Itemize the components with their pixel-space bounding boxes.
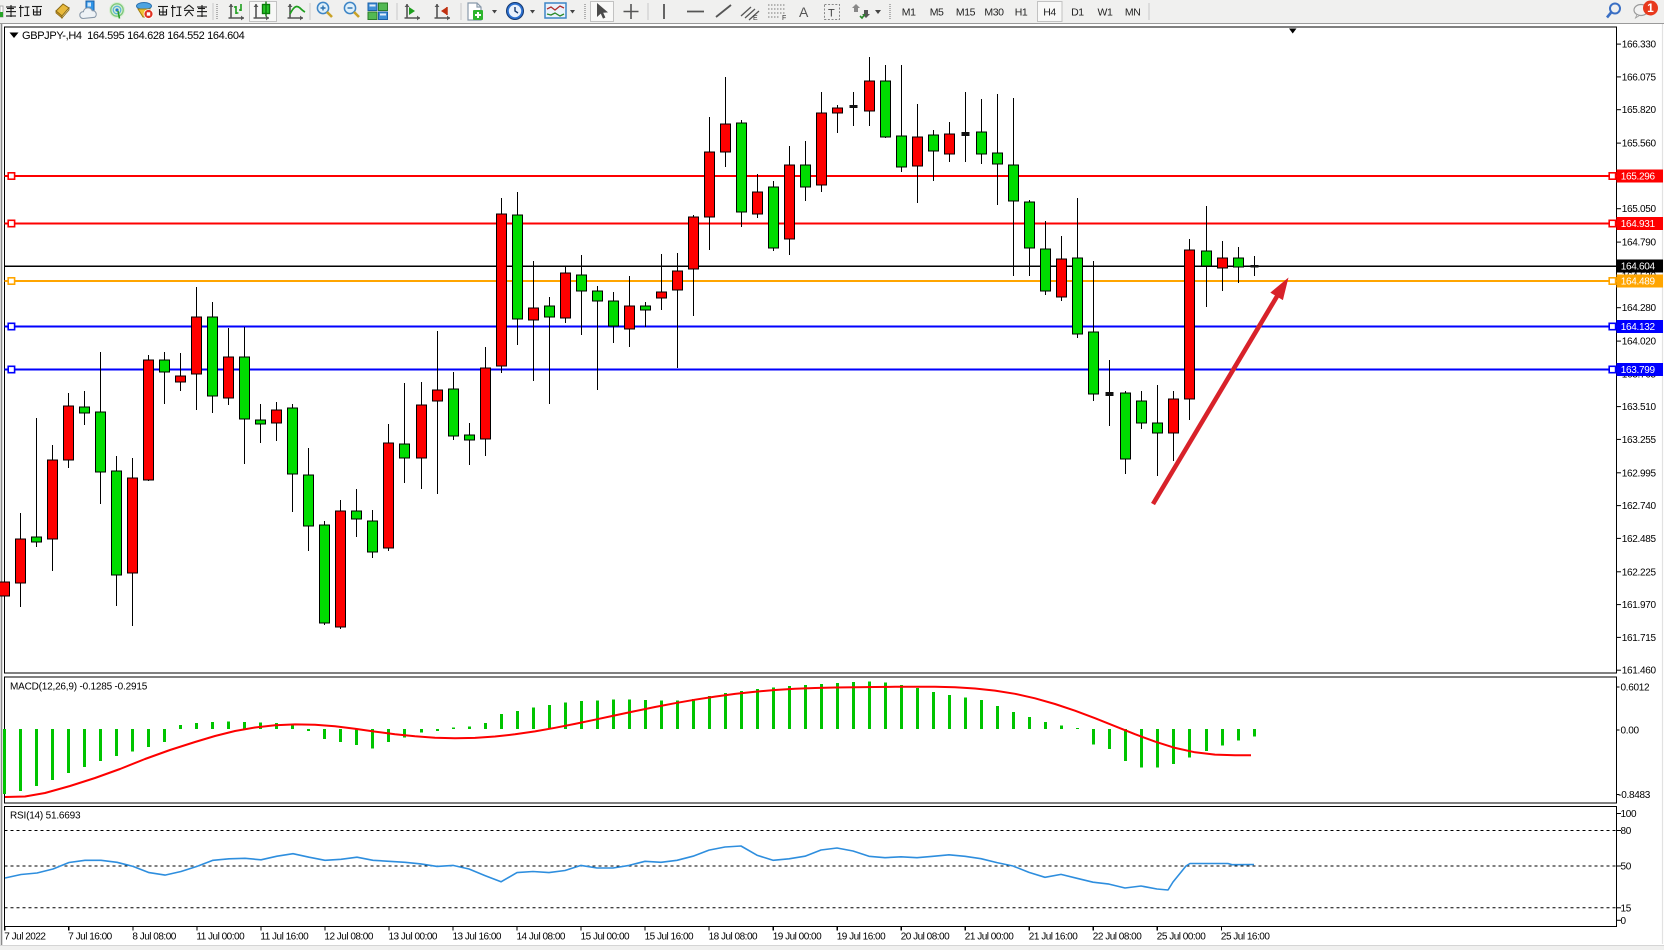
svg-text:165.296: 165.296 [1621,172,1656,183]
svg-text:H1: H1 [1015,7,1028,19]
svg-text:E: E [753,15,758,22]
svg-text:18 Jul 08:00: 18 Jul 08:00 [709,932,758,943]
svg-text:15 Jul 00:00: 15 Jul 00:00 [581,932,630,943]
svg-text:-0.8483: -0.8483 [1618,790,1651,801]
svg-text:161.715: 161.715 [1622,633,1657,644]
svg-text:166.330: 166.330 [1622,40,1657,51]
svg-text:11 Jul 16:00: 11 Jul 16:00 [260,932,309,943]
svg-text:165.560: 165.560 [1622,139,1657,150]
svg-text:164.132: 164.132 [1621,322,1656,333]
svg-text:19 Jul 16:00: 19 Jul 16:00 [837,932,886,943]
svg-text:163.510: 163.510 [1622,402,1657,413]
svg-text:163.799: 163.799 [1621,365,1656,376]
svg-text:164.489: 164.489 [1621,277,1656,288]
svg-text:19 Jul 00:00: 19 Jul 00:00 [773,932,822,943]
svg-text:22 Jul 08:00: 22 Jul 08:00 [1093,932,1142,943]
svg-text:166.075: 166.075 [1622,72,1657,83]
svg-text:164.931: 164.931 [1621,219,1656,230]
svg-text:164.020: 164.020 [1622,337,1657,348]
svg-text:0.00: 0.00 [1621,726,1640,737]
svg-text:25 Jul 00:00: 25 Jul 00:00 [1157,932,1206,943]
svg-text:11 Jul 00:00: 11 Jul 00:00 [196,932,245,943]
svg-text:H4: H4 [1043,7,1056,19]
svg-text:D1: D1 [1071,7,1084,19]
svg-text:80: 80 [1621,826,1632,837]
svg-text:164.604: 164.604 [1621,262,1656,273]
svg-text:15 Jul 16:00: 15 Jul 16:00 [645,932,694,943]
svg-text:M30: M30 [984,7,1004,19]
svg-text:162.225: 162.225 [1622,567,1657,578]
svg-text:8 Jul 08:00: 8 Jul 08:00 [132,932,176,943]
svg-text:0.6012: 0.6012 [1621,683,1651,694]
svg-text:13 Jul 16:00: 13 Jul 16:00 [453,932,502,943]
svg-text:T: T [828,8,835,20]
svg-text:M5: M5 [930,7,944,19]
svg-text:W1: W1 [1098,7,1114,19]
svg-text:161.970: 161.970 [1622,600,1657,611]
svg-text:0: 0 [1621,916,1627,927]
svg-text:RSI(14) 51.6693: RSI(14) 51.6693 [10,811,81,822]
svg-text:1: 1 [1647,1,1654,15]
svg-text:15: 15 [1621,903,1632,914]
svg-text:M15: M15 [956,7,976,19]
svg-text:162.740: 162.740 [1622,501,1657,512]
svg-text:M1: M1 [902,7,916,19]
svg-text:100: 100 [1621,809,1638,820]
svg-text:7 Jul 2022: 7 Jul 2022 [4,932,46,943]
svg-text:21 Jul 00:00: 21 Jul 00:00 [965,932,1014,943]
svg-text:12 Jul 08:00: 12 Jul 08:00 [324,932,373,943]
svg-text:162.485: 162.485 [1622,534,1657,545]
svg-text:A: A [799,4,809,20]
svg-text:14 Jul 08:00: 14 Jul 08:00 [517,932,566,943]
svg-text:GBPJPY-,H4 164.595 164.628 16: GBPJPY-,H4 164.595 164.628 164.552 164.6… [22,30,245,42]
svg-text:165.050: 165.050 [1622,204,1657,215]
svg-text:164.790: 164.790 [1622,238,1657,249]
svg-text:20 Jul 08:00: 20 Jul 08:00 [901,932,950,943]
svg-text:163.255: 163.255 [1622,435,1657,446]
svg-text:162.995: 162.995 [1622,468,1657,479]
svg-text:25 Jul 16:00: 25 Jul 16:00 [1221,932,1270,943]
svg-text:21 Jul 16:00: 21 Jul 16:00 [1029,932,1078,943]
svg-text:13 Jul 00:00: 13 Jul 00:00 [389,932,438,943]
svg-text:F: F [782,15,786,22]
svg-text:164.280: 164.280 [1622,303,1657,314]
svg-text:50: 50 [1621,862,1632,873]
svg-text:MN: MN [1125,7,1141,19]
svg-text:MACD(12,26,9) -0.1285 -0.2915: MACD(12,26,9) -0.1285 -0.2915 [10,682,148,693]
svg-text:7 Jul 16:00: 7 Jul 16:00 [68,932,112,943]
svg-text:165.820: 165.820 [1622,105,1657,116]
svg-text:161.460: 161.460 [1622,666,1657,677]
